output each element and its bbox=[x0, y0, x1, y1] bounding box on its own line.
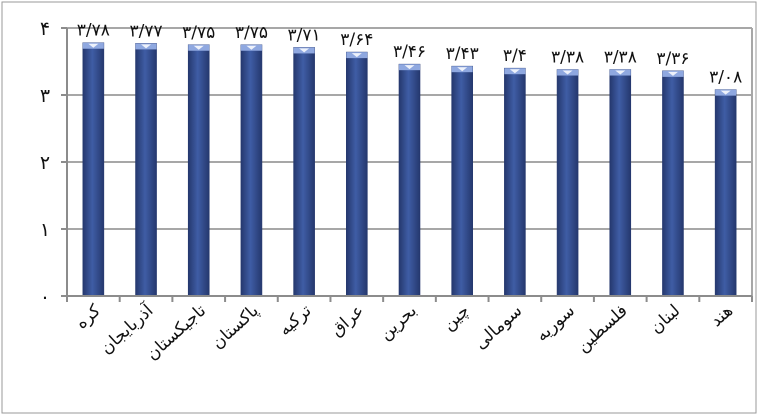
bar bbox=[714, 89, 737, 297]
bar-top-marker bbox=[141, 44, 152, 49]
bar-top-marker bbox=[509, 69, 520, 74]
bar bbox=[662, 70, 684, 297]
bar-top-marker bbox=[720, 90, 731, 95]
bar bbox=[609, 69, 632, 297]
bar bbox=[346, 51, 368, 297]
bar bbox=[82, 42, 105, 297]
bar-top-marker bbox=[299, 48, 310, 53]
data-label: ۳/۷۵ bbox=[235, 23, 268, 43]
bar bbox=[451, 65, 473, 297]
bar-top-marker bbox=[562, 70, 573, 75]
data-label: ۳/۴ bbox=[503, 46, 527, 66]
data-label: ۳/۴۶ bbox=[393, 42, 426, 62]
bars-group bbox=[82, 42, 737, 297]
data-label: ۳/۶۴ bbox=[340, 30, 373, 50]
y-tick-label: ۱ bbox=[40, 219, 50, 241]
data-label: ۳/۳۸ bbox=[551, 48, 584, 68]
bar bbox=[293, 47, 315, 297]
bar bbox=[187, 44, 210, 297]
bar-top-marker bbox=[404, 65, 415, 70]
data-label: ۳/۷۱ bbox=[288, 25, 321, 45]
y-tick-label: ۰ bbox=[40, 286, 50, 308]
data-label: ۳/۷۸ bbox=[77, 21, 110, 41]
y-tick-label: ۲ bbox=[40, 152, 50, 174]
data-label: ۳/۳۶ bbox=[656, 49, 689, 69]
bar-top-marker bbox=[246, 45, 257, 50]
bar bbox=[504, 67, 526, 297]
bar bbox=[398, 63, 421, 297]
bar-top-marker bbox=[193, 45, 204, 50]
y-tick-label: ۴ bbox=[40, 18, 50, 40]
data-label: ۳/۴۳ bbox=[446, 44, 479, 64]
bar-top-marker bbox=[667, 71, 678, 76]
data-label: ۳/۳۸ bbox=[604, 48, 637, 68]
bar-top-marker bbox=[351, 53, 362, 58]
bar bbox=[556, 69, 579, 297]
axes-group: ۰ ۱ ۲ ۳ ۴ bbox=[40, 18, 753, 308]
data-label: ۳/۰۸ bbox=[709, 68, 742, 88]
y-tick-label: ۳ bbox=[40, 85, 50, 107]
data-label: ۳/۷۵ bbox=[182, 23, 215, 43]
bar-top-marker bbox=[88, 43, 99, 48]
bar-top-marker bbox=[615, 70, 626, 75]
bar bbox=[135, 43, 157, 297]
bar bbox=[240, 44, 263, 297]
bar-top-marker bbox=[457, 67, 468, 72]
data-label: ۳/۷۷ bbox=[129, 21, 162, 41]
